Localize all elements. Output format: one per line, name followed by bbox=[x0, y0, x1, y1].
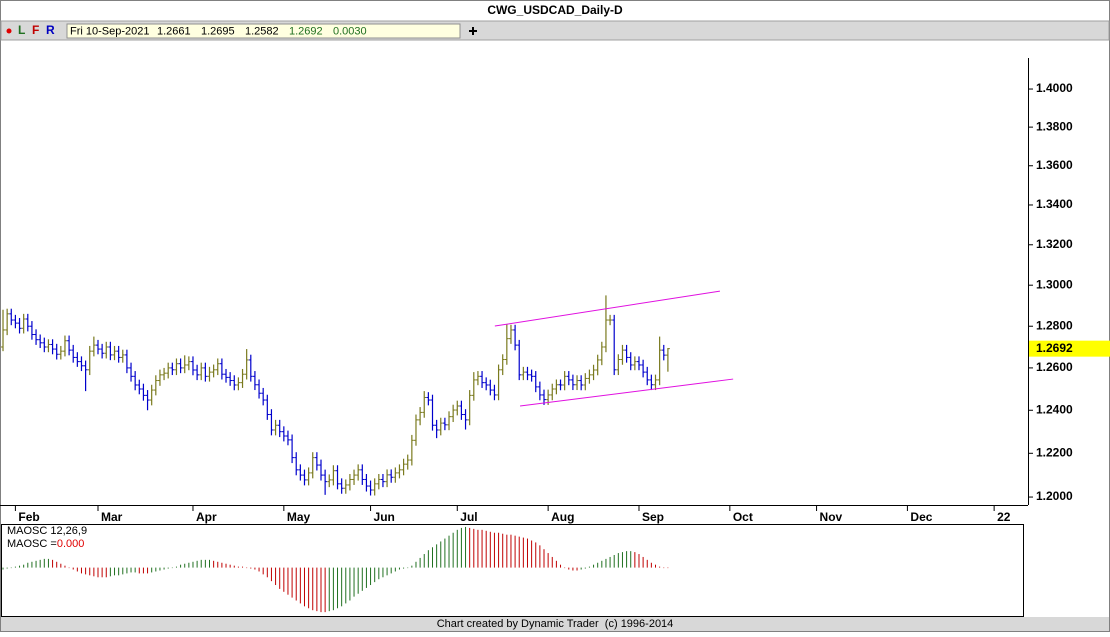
footer-text: Chart created by Dynamic Trader (c) 1996… bbox=[437, 618, 674, 630]
y-tick-label: 1.3200 bbox=[1036, 237, 1073, 251]
readout-value: 0.000 bbox=[57, 538, 85, 550]
y-tick-label: 1.3000 bbox=[1036, 277, 1073, 291]
info-change: 0.0030 bbox=[333, 25, 367, 37]
trendline bbox=[519, 378, 734, 407]
y-tick-label: 1.2200 bbox=[1036, 445, 1073, 459]
x-tick-label: Mar bbox=[101, 510, 123, 524]
y-tick-label: 1.3600 bbox=[1036, 158, 1073, 172]
status-dot bbox=[6, 28, 12, 34]
x-tick-label: Aug bbox=[551, 510, 574, 524]
y-tick-label: 1.2400 bbox=[1036, 402, 1073, 416]
x-tick-label: Oct bbox=[733, 510, 753, 524]
x-tick-label: Nov bbox=[820, 510, 843, 524]
info-box bbox=[66, 23, 461, 39]
info-high: 1.2695 bbox=[201, 25, 235, 37]
info-date: Fri 10-Sep-2021 bbox=[70, 25, 150, 37]
readout-name: MAOSC = bbox=[7, 538, 57, 550]
y-tick-label: 1.2000 bbox=[1036, 489, 1073, 503]
x-tick-label: 22 bbox=[997, 510, 1011, 524]
y-tick-label: 1.3800 bbox=[1036, 119, 1073, 133]
y-tick-label: 1.3400 bbox=[1036, 197, 1073, 211]
info-open: 1.2661 bbox=[157, 25, 191, 37]
x-tick-label: Apr bbox=[196, 510, 217, 524]
trendline bbox=[494, 290, 721, 327]
x-tick-label: Feb bbox=[18, 510, 39, 524]
x-tick-label: Jul bbox=[460, 510, 477, 524]
last-price-marker bbox=[1029, 340, 1110, 357]
window-title: CWG_USDCAD_Daily-D bbox=[487, 3, 623, 17]
info-close: 1.2692 bbox=[289, 25, 323, 37]
y-tick-label: 1.2800 bbox=[1036, 318, 1073, 332]
x-tick-label: Dec bbox=[910, 510, 932, 524]
last-price-label: 1.2692 bbox=[1036, 341, 1073, 355]
indicator-readout: MAOSC =0.000 bbox=[7, 538, 84, 550]
x-tick-label: Jun bbox=[374, 510, 395, 524]
x-tick-label: May bbox=[287, 510, 311, 524]
y-tick-label: 1.2600 bbox=[1036, 360, 1073, 374]
indicator-title: MAOSC 12,26,9 bbox=[7, 525, 87, 537]
add-button[interactable] bbox=[469, 27, 477, 35]
toolbar-button[interactable]: F bbox=[32, 23, 39, 37]
toolbar-button[interactable]: L bbox=[18, 23, 25, 37]
toolbar-button[interactable]: R bbox=[46, 23, 55, 37]
y-tick-label: 1.4000 bbox=[1036, 81, 1073, 95]
x-tick-label: Sep bbox=[642, 510, 664, 524]
indicator-panel bbox=[1, 524, 1024, 617]
info-low: 1.2582 bbox=[245, 25, 279, 37]
footer-bar bbox=[1, 617, 1109, 631]
